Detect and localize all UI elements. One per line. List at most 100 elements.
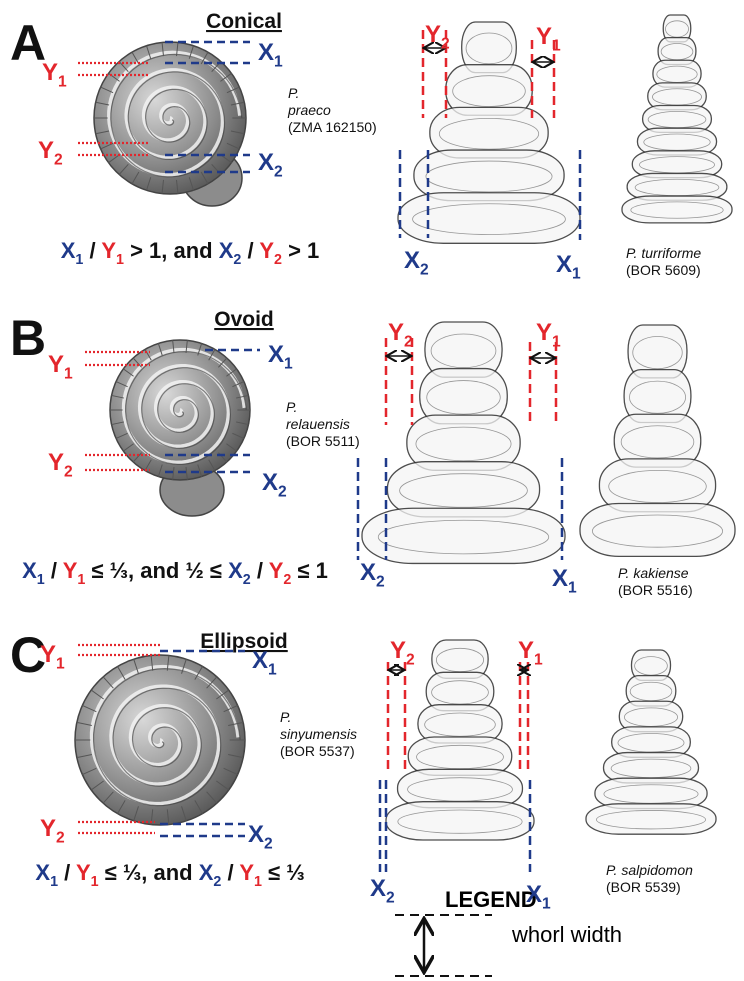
formula-subscript: 1 — [116, 252, 124, 268]
measure-label-text: X — [360, 559, 376, 586]
measure-label-subscript: 2 — [274, 164, 283, 181]
panel-letter: A — [10, 15, 46, 71]
measure-label-subscript: 1 — [274, 54, 283, 71]
whorl — [398, 193, 580, 244]
formula-text: ≤ ⅓, and — [99, 860, 199, 885]
measure-label-text: X — [258, 149, 274, 176]
legend: LEGEND whorl width — [395, 887, 622, 976]
formula-text: / — [251, 558, 269, 583]
whorl — [586, 804, 716, 834]
measure-label: Y1 — [42, 59, 67, 91]
measure-label: Y1 — [40, 641, 65, 673]
measure-label-text: Y — [48, 449, 64, 476]
specimen-code: (BOR 5539) — [606, 879, 681, 895]
specimen-name: P. salpidomon — [606, 862, 693, 878]
measure-label-text: X — [526, 881, 542, 908]
specimen-code: (BOR 5511) — [286, 433, 360, 449]
measure-label-text: Y — [40, 641, 56, 668]
formula-text: X — [199, 860, 214, 885]
formula-text: Y — [259, 238, 274, 263]
measure-label: Y2 — [48, 449, 73, 481]
measure-label-text: Y — [390, 637, 406, 664]
formula-text: > 1, and — [124, 238, 219, 263]
measure-label: X1 — [526, 881, 551, 913]
formula-text: X — [22, 558, 37, 583]
specimen-name: sinyumensis — [280, 726, 357, 742]
specimen-code: (BOR 5609) — [626, 262, 701, 278]
measure-label: Y2 — [425, 21, 450, 53]
measure-label: X1 — [258, 39, 283, 71]
measure-label-subscript: 2 — [386, 890, 395, 907]
measure-label-subscript: 1 — [268, 662, 277, 679]
measure-label-text: X — [248, 821, 264, 848]
measure-label-text: X — [404, 247, 420, 274]
measure-label: Y1 — [536, 319, 561, 351]
measure-label-text: X — [556, 251, 572, 278]
panel-title: Ellipsoid — [200, 630, 288, 653]
measure-label: Y1 — [536, 23, 561, 55]
measure-label: X2 — [262, 469, 287, 501]
measure-label: X2 — [248, 821, 273, 853]
formula-subscript: 1 — [77, 572, 85, 588]
specimen-name: P. kakiense — [618, 565, 689, 581]
measure-label: X2 — [360, 559, 385, 591]
panel: BOvoidY1X1Y2X2Y2Y1X2X1X1 / Y1 ≤ ⅓, and ½… — [10, 308, 735, 598]
measure-label-text: X — [552, 565, 568, 592]
measure-label-text: Y — [425, 21, 441, 48]
formula-subscript: 1 — [75, 252, 83, 268]
measure-label-subscript: 1 — [542, 896, 551, 913]
formula-text: > 1 — [282, 238, 319, 263]
measure-label-text: Y — [518, 637, 534, 664]
measure-label-subscript: 2 — [64, 464, 73, 481]
legend-label: whorl width — [511, 922, 622, 947]
formula-text: ≤ 1 — [291, 558, 328, 583]
whorl — [580, 503, 735, 556]
measure-label: X1 — [556, 251, 581, 283]
formula: X1 / Y1 ≤ ⅓, and ½ ≤ X2 / Y2 ≤ 1 — [22, 558, 328, 588]
page: LEGEND whorl width AConicalY1X1Y2X2Y2Y1X… — [0, 0, 744, 981]
formula-text: ≤ ⅓, and ½ ≤ — [85, 558, 228, 583]
formula-text: ≤ ⅓ — [262, 860, 305, 885]
specimen-name: P. — [286, 399, 297, 415]
measure-label: Y2 — [388, 319, 413, 351]
measure-label-text: Y — [536, 319, 552, 346]
formula-subscript: 2 — [243, 572, 251, 588]
measure-label-subscript: 2 — [54, 152, 63, 169]
measure-label-text: Y — [536, 23, 552, 50]
formula-subscript: 2 — [274, 252, 282, 268]
formula: X1 / Y1 > 1, and X2 / Y2 > 1 — [61, 238, 320, 268]
measure-label: X1 — [552, 565, 577, 597]
measure-label-text: X — [258, 39, 274, 66]
measure-label-text: Y — [42, 59, 58, 86]
measure-label-subscript: 2 — [404, 334, 413, 351]
measure-label-subscript: 1 — [64, 366, 73, 383]
formula-text: Y — [63, 558, 78, 583]
formula-subscript: 2 — [213, 874, 221, 890]
measure-label: Y1 — [518, 637, 543, 669]
measure-label-subscript: 1 — [534, 652, 543, 669]
formula-text: / — [58, 860, 76, 885]
measure-label-text: X — [252, 647, 268, 674]
specimen-code: (BOR 5516) — [618, 582, 693, 598]
specimen-name: relauensis — [286, 416, 350, 432]
formula-subscript: 1 — [254, 874, 262, 890]
panel-letter: B — [10, 310, 46, 366]
measure-label: Y2 — [40, 815, 65, 847]
measure-label-subscript: 1 — [552, 38, 561, 55]
measure-label: Y2 — [38, 137, 63, 169]
measure-label-text: X — [370, 875, 386, 902]
measure-label-subscript: 1 — [568, 580, 577, 597]
measure-label: X2 — [404, 247, 429, 279]
panel: AConicalY1X1Y2X2Y2Y1X2X1X1 / Y1 > 1, and… — [10, 10, 732, 283]
measure-label: X1 — [268, 341, 293, 373]
formula-subscript: 2 — [233, 252, 241, 268]
measure-label-subscript: 2 — [56, 830, 65, 847]
measure-label-subscript: 1 — [58, 74, 67, 91]
measure-label-subscript: 2 — [420, 262, 429, 279]
panel-title: Ovoid — [214, 308, 274, 331]
measure-label-text: X — [268, 341, 284, 368]
measure-label-subscript: 1 — [572, 266, 581, 283]
formula-text: / — [83, 238, 101, 263]
formula-text: X — [35, 860, 50, 885]
measure-label-text: Y — [48, 351, 64, 378]
